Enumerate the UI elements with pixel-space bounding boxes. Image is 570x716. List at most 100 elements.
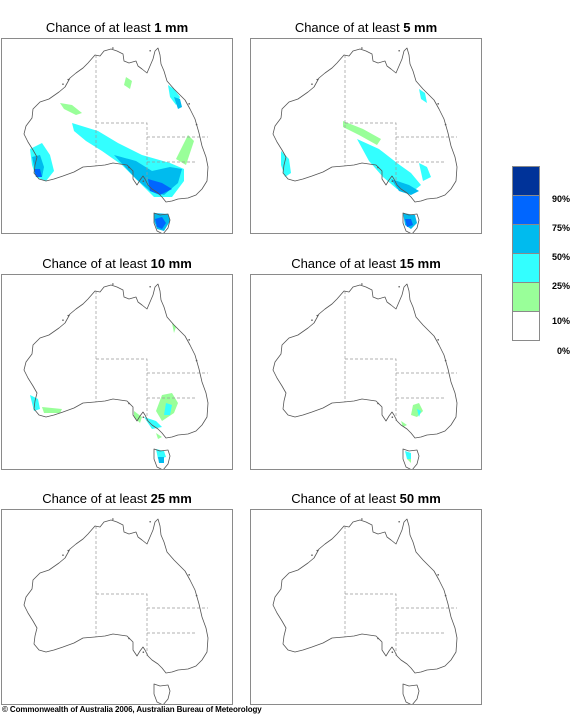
probability-region <box>343 121 381 145</box>
tasmania-coastline <box>402 683 420 704</box>
probability-region <box>405 451 411 459</box>
island-mark <box>62 83 64 85</box>
panel-title: Chance of at least 10 mm <box>42 256 192 271</box>
australia-map-svg <box>272 283 458 469</box>
island-mark <box>142 651 145 653</box>
australia-map <box>250 274 482 470</box>
state-borders <box>95 291 208 423</box>
tasmania-coastline <box>153 448 171 469</box>
probability-region <box>417 409 421 417</box>
legend-label-0: 0% <box>556 346 570 356</box>
probability-region <box>134 411 142 423</box>
island-mark <box>195 359 198 362</box>
island-mark <box>62 554 64 556</box>
tasmania-coastline <box>402 448 420 469</box>
tasmania-coastline <box>153 683 171 704</box>
island-mark <box>62 319 64 321</box>
island-mark <box>128 402 130 405</box>
mainland-coastline <box>272 283 458 439</box>
island-mark <box>361 283 363 285</box>
probability-region <box>391 179 419 195</box>
probability-region <box>32 155 44 177</box>
island-mark <box>67 78 70 81</box>
state-borders <box>344 526 457 658</box>
legend-label-90: 90% <box>551 194 570 204</box>
probability-region <box>155 217 166 229</box>
probability-region <box>174 97 182 109</box>
australia-map <box>1 509 233 705</box>
state-borders <box>95 55 208 187</box>
island-mark <box>391 180 394 182</box>
legend-label-10: 10% <box>551 316 570 326</box>
island-mark <box>188 339 190 341</box>
island-mark <box>437 574 439 576</box>
mainland-coastline <box>272 518 458 674</box>
legend-swatch-3 <box>512 253 540 283</box>
probability-legend: 90% 75% 50% 25% 10% 0% <box>512 166 570 366</box>
probability-region <box>405 219 413 227</box>
island-mark <box>128 166 130 169</box>
australia-map <box>1 38 233 234</box>
island-mark <box>112 283 114 285</box>
island-mark <box>391 416 394 418</box>
island-mark <box>316 78 319 81</box>
australia-map-svg <box>272 47 458 233</box>
island-mark <box>142 416 145 418</box>
australia-map-svg <box>272 518 458 704</box>
island-mark <box>444 359 447 362</box>
legend-swatch-0 <box>512 166 540 196</box>
probability-region <box>60 103 82 115</box>
state-borders <box>344 291 457 423</box>
legend-swatch-4 <box>512 282 540 312</box>
legend-swatch-2 <box>512 224 540 254</box>
legend-swatch-1 <box>512 195 540 225</box>
probability-region <box>172 323 176 333</box>
australia-map-svg <box>23 518 209 704</box>
island-mark <box>361 518 363 520</box>
probability-region <box>42 407 62 413</box>
island-mark <box>398 49 400 52</box>
probability-region <box>164 403 172 415</box>
probability-region <box>176 135 194 165</box>
panel-title: Chance of at least 25 mm <box>42 491 192 506</box>
island-mark <box>391 651 394 653</box>
probability-region <box>281 151 291 177</box>
tasmania-coastline <box>153 212 171 233</box>
copyright-notice: © Commonwealth of Australia 2006, Austra… <box>2 705 262 714</box>
island-mark <box>316 314 319 317</box>
australia-map <box>250 509 482 705</box>
island-mark <box>149 49 151 52</box>
island-mark <box>195 594 198 597</box>
panel-title: Chance of at least 15 mm <box>291 256 441 271</box>
island-mark <box>311 319 313 321</box>
probability-region <box>411 403 423 417</box>
panel-title: Chance of at least 5 mm <box>294 20 438 35</box>
island-mark <box>377 402 379 405</box>
mainland-coastline <box>23 283 209 439</box>
island-mark <box>195 123 198 126</box>
state-borders <box>344 55 457 187</box>
probability-region <box>158 457 164 463</box>
australia-map-svg <box>23 47 209 233</box>
island-mark <box>361 47 363 49</box>
island-mark <box>142 180 145 182</box>
probability-region <box>357 139 421 193</box>
panel-title: Chance of at least 1 mm <box>45 20 189 35</box>
mainland-coastline <box>23 518 209 674</box>
island-mark <box>377 637 379 640</box>
probability-region <box>124 77 132 89</box>
probability-region <box>156 433 162 439</box>
probability-region <box>401 421 407 427</box>
island-mark <box>437 339 439 341</box>
mainland-coastline <box>23 47 209 203</box>
probability-region <box>156 449 166 459</box>
island-mark <box>398 285 400 288</box>
island-mark <box>188 103 190 105</box>
island-mark <box>188 574 190 576</box>
australia-map-svg <box>23 283 209 469</box>
island-mark <box>316 549 319 552</box>
legend-label-50: 50% <box>551 252 570 262</box>
probability-region <box>407 459 411 463</box>
probability-region <box>419 89 427 103</box>
island-mark <box>128 637 130 640</box>
